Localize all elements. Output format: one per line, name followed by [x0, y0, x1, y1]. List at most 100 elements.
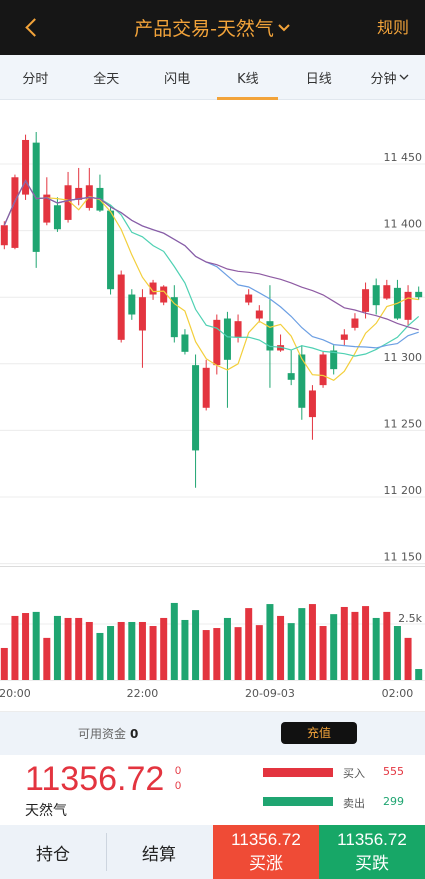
candle-body [287, 373, 295, 380]
volume-bar [128, 621, 136, 680]
candle-body [107, 210, 115, 290]
positions-button[interactable]: 持仓 [36, 844, 70, 865]
recharge-button[interactable]: 充值 [281, 722, 357, 744]
y-tick-label: 11 450 [384, 151, 423, 164]
y-tick-label: 11 250 [384, 417, 423, 430]
volume-bar [181, 619, 189, 680]
candle-body [308, 390, 316, 418]
candle-body [351, 318, 359, 328]
volume-bar [96, 632, 104, 680]
volume-bar [43, 637, 51, 680]
candle-body [138, 297, 146, 331]
volume-bar [340, 606, 348, 680]
chevron-down-icon [399, 74, 409, 80]
volume-bar [298, 608, 306, 680]
rules-link[interactable]: 规则 [376, 18, 409, 37]
chevron-down-icon [278, 23, 290, 31]
buy-label: 买入 [343, 767, 365, 780]
tab-minutes-dropdown[interactable]: 分钟 [354, 55, 425, 99]
candle [351, 313, 359, 331]
candle-body [245, 294, 253, 303]
tab-daily[interactable]: 日线 [283, 55, 354, 99]
candle [85, 167, 93, 211]
candle-body [340, 334, 348, 340]
buy-up-button[interactable]: 11356.72 买涨 [213, 825, 319, 879]
volume-bar [107, 626, 115, 680]
current-price: 11356.72 [25, 760, 165, 798]
volume-bar [11, 615, 19, 680]
candle [415, 286, 423, 300]
volume-bar [149, 626, 157, 680]
tab-kline[interactable]: K线 [212, 55, 283, 100]
candle [170, 285, 178, 343]
volume-bar [22, 613, 30, 680]
tab-full-day[interactable]: 全天 [71, 55, 142, 99]
quote-panel: 11356.72 0 0 天然气 买入 555 卖出 299 [0, 755, 425, 825]
x-tick-label: 22:00 [127, 687, 159, 700]
settlement-button[interactable]: 结算 [142, 844, 176, 865]
volume-bar [255, 625, 263, 680]
volume-bar [308, 604, 316, 680]
back-button[interactable] [14, 10, 50, 46]
tab-flash[interactable]: 闪电 [142, 55, 213, 99]
candle [245, 289, 253, 306]
tab-label: 全天 [93, 71, 120, 87]
volume-bar [75, 617, 83, 680]
candle [0, 221, 8, 250]
candle-body [362, 289, 370, 312]
candle [298, 345, 306, 420]
buy-down-price: 11356.72 [337, 830, 407, 849]
buy-count: 555 [383, 765, 404, 778]
candle-body [53, 205, 61, 230]
volume-bar [32, 611, 40, 680]
moving-average-lines [3, 179, 420, 382]
volume-bar [53, 615, 61, 680]
candle-body [255, 310, 263, 319]
buy-down-button[interactable]: 11356.72 买跌 [319, 825, 425, 879]
candle [372, 278, 380, 315]
sell-count: 299 [383, 795, 404, 808]
candle-body [149, 282, 157, 295]
volume-bar [330, 614, 338, 680]
moving-average-line [3, 179, 419, 382]
volume-bar [415, 669, 423, 680]
candle [393, 279, 401, 320]
volume-tick-label: 2.5k [398, 612, 422, 625]
funds-value: 0 [130, 726, 139, 741]
candle-body [75, 187, 83, 200]
product-selector[interactable]: 产品交易-天然气 [80, 0, 345, 55]
available-funds: 可用资金 0 [78, 712, 138, 755]
candle-body [160, 286, 168, 303]
candles [0, 131, 423, 488]
candle [138, 289, 146, 368]
candle [128, 289, 136, 320]
volume-bar [287, 623, 295, 680]
candle [319, 351, 327, 388]
candle-body [277, 345, 285, 351]
candle-body [22, 139, 30, 195]
candle-body [266, 321, 274, 351]
sell-label: 卖出 [343, 797, 365, 810]
tab-timeshare[interactable]: 分时 [0, 55, 71, 99]
volume-bar [117, 621, 125, 680]
candle [32, 131, 40, 268]
candle-body [181, 334, 189, 352]
candle-body [117, 274, 125, 340]
candle-body [404, 291, 412, 320]
candlestick-chart[interactable]: 11 450 11 400 11 300 11 250 11 200 11 150 2.5k… [0, 100, 425, 712]
candle [287, 350, 295, 386]
candle-body [213, 319, 221, 366]
x-tick-label: 20:00 [0, 687, 31, 700]
volume-bar [362, 606, 370, 680]
y-tick-label: 11 150 [384, 551, 423, 564]
candle-body [415, 291, 423, 298]
candle [149, 279, 157, 300]
candle-body [319, 354, 327, 386]
bottom-action-bar: 持仓 结算 11356.72 买涨 11356.72 买跌 [0, 825, 425, 879]
volume-bar [277, 615, 285, 680]
candle [192, 354, 200, 488]
candle-body [192, 365, 200, 451]
candle-body [64, 185, 72, 220]
candle [308, 385, 316, 440]
candle [362, 282, 370, 319]
